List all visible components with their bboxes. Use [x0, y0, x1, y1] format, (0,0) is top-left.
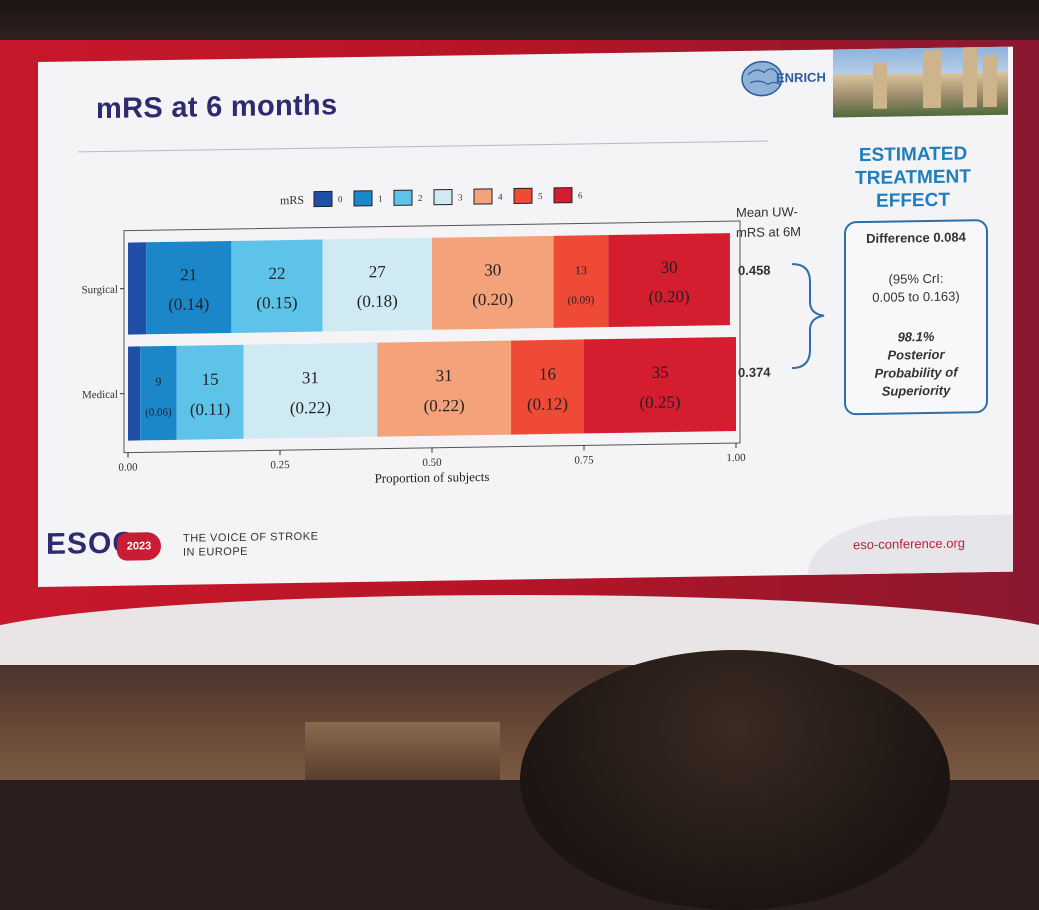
prop-label-medical-mrs5: (0.12) [527, 394, 568, 414]
title-divider [78, 141, 768, 153]
x-tick-label-2: 0.50 [422, 457, 442, 469]
legend-swatch-mrs4 [474, 189, 492, 204]
posterior-line-1: 98.1% [846, 327, 986, 347]
prop-label-medical-mrs2: (0.11) [190, 400, 230, 420]
slide-title: mRS at 6 months [96, 89, 337, 126]
bar-medical-mrs1 [140, 346, 176, 441]
legend-swatch-mrs0 [314, 191, 332, 206]
esoc-tagline: THE VOICE OF STROKE IN EUROPE [183, 530, 318, 560]
count-label-medical-mrs1: 9 [155, 375, 161, 389]
prop-label-surgical-mrs1: (0.14) [168, 294, 209, 314]
legend-label-mrs0: 0 [338, 194, 343, 204]
mean-header-line-1: Mean UW- [736, 202, 801, 223]
prop-label-medical-mrs6: (0.25) [639, 392, 680, 412]
legend-label-mrs5: 5 [538, 191, 543, 201]
cathedral-photo [833, 47, 1008, 118]
x-tick-label-3: 0.75 [574, 454, 594, 466]
tagline-line-2: IN EUROPE [183, 544, 318, 560]
x-tick-label-4: 1.00 [726, 452, 746, 464]
count-label-medical-mrs6: 35 [652, 363, 669, 382]
bar-surgical-mrs3 [323, 238, 432, 332]
x-tick-label-1: 0.25 [270, 459, 290, 471]
legend-label-mrs1: 1 [378, 194, 382, 204]
count-label-surgical-mrs4: 30 [484, 260, 501, 279]
prop-label-surgical-mrs5: (0.09) [568, 294, 595, 306]
bar-surgical-mrs2 [231, 240, 322, 333]
bar-surgical-mrs6 [608, 233, 730, 327]
legend-swatch-mrs3 [434, 189, 452, 204]
ci-line-2: 0.005 to 0.163) [846, 287, 986, 307]
ete-title-line-3: EFFECT [838, 188, 988, 213]
count-label-medical-mrs4: 31 [436, 366, 453, 385]
enrich-logo-text: ENRICH [776, 70, 826, 86]
bar-medical-mrs5 [511, 339, 584, 434]
mean-uw-mrs-header: Mean UW- mRS at 6M [736, 202, 801, 243]
group-label-surgical: Surgical [82, 284, 118, 297]
chart-svg: mRS 0 1 2 3 4 5 6 21 (0.14) 22 (0.15) 27 (0.18) 30 (0.2… [58, 151, 758, 532]
ci-line-1: (95% CrI: [846, 269, 986, 289]
prop-label-surgical-mrs3: (0.18) [357, 291, 398, 311]
stage-white-wave [0, 595, 1039, 675]
estimated-treatment-effect-title: ESTIMATED TREATMENT EFFECT [838, 142, 988, 213]
legend-label-mrs4: 4 [498, 192, 503, 202]
mrs-stacked-bar-chart: mRS 0 1 2 3 4 5 6 21 (0.14) 22 (0.15) 27 (0.18) 30 (0.2… [58, 151, 758, 532]
ete-title-line-2: TREATMENT [838, 165, 988, 190]
audience-head [520, 650, 950, 910]
count-label-surgical-mrs1: 21 [180, 265, 197, 284]
prop-label-surgical-mrs4: (0.20) [472, 290, 513, 310]
count-label-surgical-mrs2: 22 [268, 264, 285, 283]
bar-medical-mrs3 [244, 343, 378, 439]
prop-label-medical-mrs1: (0.06) [145, 406, 172, 418]
bar-medical-mrs4 [377, 341, 511, 437]
esoc-year-badge: 2023 [117, 532, 161, 561]
bar-medical-mrs0 [128, 346, 140, 440]
prop-label-medical-mrs3: (0.22) [290, 398, 331, 418]
mean-header-line-2: mRS at 6M [736, 222, 801, 243]
legend-title: mRS [280, 193, 304, 207]
tagline-line-1: THE VOICE OF STROKE [183, 530, 318, 546]
bar-medical-mrs6 [584, 337, 736, 433]
bar-medical-mrs2 [177, 345, 244, 440]
bar-surgical-mrs4 [432, 236, 554, 330]
legend-swatch-mrs6 [554, 188, 572, 203]
ete-title-line-1: ESTIMATED [838, 142, 988, 167]
group-label-medical: Medical [82, 389, 118, 402]
legend-label-mrs6: 6 [578, 190, 583, 200]
posterior-probability: 98.1% Posterior Probability of Superiori… [846, 327, 986, 401]
conference-url: eso-conference.org [853, 535, 965, 552]
count-label-surgical-mrs6: 30 [661, 258, 678, 277]
treatment-effect-box: Difference 0.084 (95% CrI: 0.005 to 0.16… [844, 219, 988, 415]
credible-interval: (95% CrI: 0.005 to 0.163) [846, 269, 986, 307]
legend-swatch-mrs2 [394, 190, 412, 205]
legend-label-mrs3: 3 [458, 192, 463, 202]
legend-label-mrs2: 2 [418, 193, 422, 203]
bar-surgical-mrs5 [554, 235, 609, 328]
difference-value: Difference 0.084 [846, 229, 986, 246]
posterior-line-3: Probability of [846, 363, 986, 383]
mean-medical-value: 0.374 [738, 364, 771, 380]
bar-surgical-mrs0 [128, 242, 146, 334]
count-label-surgical-mrs5: 13 [575, 263, 587, 277]
prop-label-surgical-mrs6: (0.20) [649, 287, 690, 307]
legend-swatch-mrs5 [514, 188, 532, 203]
count-label-medical-mrs5: 16 [539, 364, 556, 383]
mean-surgical-value: 0.458 [738, 262, 771, 278]
count-label-medical-mrs2: 15 [202, 370, 219, 389]
prop-label-medical-mrs4: (0.22) [424, 396, 465, 416]
lectern [305, 722, 500, 780]
legend-swatch-mrs1 [354, 191, 372, 206]
count-label-surgical-mrs3: 27 [369, 262, 386, 281]
posterior-line-4: Superiority [846, 381, 986, 401]
presentation-slide: mRS at 6 months ENRICH mRS 0 1 2 3 4 5 6 21 (0.14… [38, 47, 1013, 587]
bar-surgical-mrs1 [146, 241, 231, 334]
comparison-brace-icon [790, 262, 830, 373]
prop-label-surgical-mrs2: (0.15) [256, 293, 297, 313]
x-tick-label-0: 0.00 [118, 461, 138, 473]
x-axis-label: Proportion of subjects [375, 469, 490, 486]
count-label-medical-mrs3: 31 [302, 368, 319, 387]
posterior-line-2: Posterior [846, 345, 986, 365]
